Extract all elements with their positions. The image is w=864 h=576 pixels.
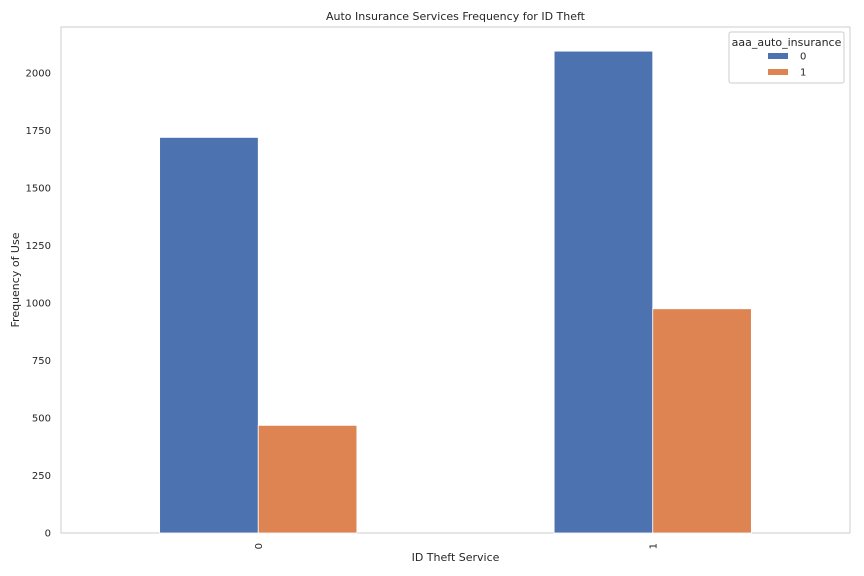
y-tick-label: 500 <box>32 414 51 425</box>
y-tick-label: 1250 <box>26 241 51 252</box>
x-tick-label: 1 <box>648 543 659 549</box>
bar-series-1-cat-0 <box>257 424 358 534</box>
y-tick-label: 1750 <box>26 126 51 137</box>
y-tick-label: 1500 <box>26 184 51 195</box>
y-tick-label: 2000 <box>26 69 51 80</box>
legend-entry-label: 1 <box>800 68 806 79</box>
legend-title: aaa_auto_insurance <box>732 36 842 49</box>
bar-series-0-cat-0 <box>159 136 259 534</box>
x-tick-label: 0 <box>254 543 265 549</box>
y-tick-label: 250 <box>32 471 51 482</box>
y-tick-label: 1000 <box>26 299 51 310</box>
legend-swatch <box>768 69 788 75</box>
legend-swatch <box>768 53 788 59</box>
x-axis-label: ID Theft Service <box>412 551 500 564</box>
bar-series-1-cat-1 <box>652 308 752 534</box>
y-axis-label: Frequency of Use <box>9 232 22 327</box>
bars-group <box>159 50 752 534</box>
legend: aaa_auto_insurance 0 1 <box>728 31 845 84</box>
y-axis-ticks: 0 250 500 750 1000 1250 1500 1750 2000 <box>26 69 51 540</box>
y-tick-label: 750 <box>32 356 51 367</box>
chart-title: Auto Insurance Services Frequency for ID… <box>326 10 586 23</box>
bar-series-0-cat-1 <box>553 50 654 534</box>
y-tick-label: 0 <box>45 529 51 540</box>
legend-entry-label: 0 <box>800 52 806 63</box>
